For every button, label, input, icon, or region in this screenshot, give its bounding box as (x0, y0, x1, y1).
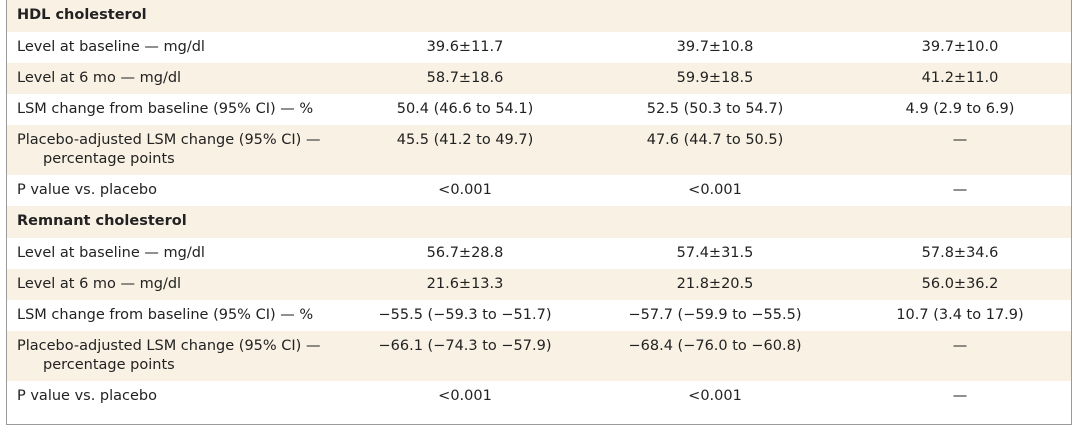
cell-value: <0.001 (688, 388, 742, 404)
row-label: LSM change from baseline (95% CI) — % (17, 101, 314, 117)
cell-value: 39.7±10.0 (921, 39, 999, 55)
cell-value: — (952, 132, 968, 148)
cell-value: 45.5 (41.2 to 49.7) (396, 132, 534, 148)
cell-value: 50.4 (46.6 to 54.1) (396, 101, 534, 117)
cell-value: 21.8±20.5 (676, 276, 754, 292)
table-row: Placebo-adjusted LSM change (95% CI) — pe… (7, 125, 1071, 175)
cell-value: 57.4±31.5 (676, 245, 754, 261)
section-row: Remnant cholesterol (7, 206, 1071, 238)
table-row: P value vs. placebo <0.001 <0.001 — (7, 381, 1071, 412)
cell-value: 10.7 (3.4 to 17.9) (896, 307, 1024, 323)
row-label: LSM change from baseline (95% CI) — % (17, 307, 314, 323)
table-row: Level at baseline — mg/dl 56.7±28.8 57.4±3… (7, 238, 1071, 269)
section-title: HDL cholesterol (17, 7, 147, 23)
results-table: HDL cholesterol Level at baseline — mg/dl… (6, 0, 1072, 425)
row-label: Placebo-adjusted LSM change (95% CI) — (17, 338, 321, 354)
row-label: Level at 6 mo — mg/dl (17, 70, 182, 86)
row-label: percentage points (43, 151, 175, 167)
cell-value: 58.7±18.6 (426, 70, 504, 86)
section-title: Remnant cholesterol (17, 213, 187, 229)
table-row: LSM change from baseline (95% CI) — % 50.… (7, 94, 1071, 125)
cell-value: 47.6 (44.7 to 50.5) (646, 132, 784, 148)
section-row: HDL cholesterol (7, 0, 1071, 32)
cell-value: −55.5 (−59.3 to −51.7) (378, 307, 552, 323)
cell-value: −66.1 (−74.3 to −57.9) (378, 338, 552, 354)
table-row: Level at 6 mo — mg/dl 21.6±13.3 21.8±20.5 5… (7, 269, 1071, 300)
cell-value: −57.7 (−59.9 to −55.5) (628, 307, 802, 323)
table-row: Level at 6 mo — mg/dl 58.7±18.6 59.9±18.5 4… (7, 63, 1071, 94)
table-row: Level at baseline — mg/dl 39.6±11.7 39.7±1… (7, 32, 1071, 63)
cell-value: 4.9 (2.9 to 6.9) (905, 101, 1015, 117)
cell-value: — (952, 182, 968, 198)
table-row: P value vs. placebo <0.001 <0.001 — (7, 175, 1071, 206)
row-label: Level at 6 mo — mg/dl (17, 276, 182, 292)
cell-value: <0.001 (688, 182, 742, 198)
cell-value: — (952, 338, 968, 354)
cell-value: — (952, 388, 968, 404)
cell-value: 56.7±28.8 (426, 245, 504, 261)
cell-value: <0.001 (438, 182, 492, 198)
cell-value: 57.8±34.6 (921, 245, 999, 261)
row-label: Placebo-adjusted LSM change (95% CI) — (17, 132, 321, 148)
row-label: percentage points (43, 357, 175, 373)
cell-value: 56.0±36.2 (921, 276, 999, 292)
cell-value: 52.5 (50.3 to 54.7) (646, 101, 784, 117)
table-row: Placebo-adjusted LSM change (95% CI) — pe… (7, 331, 1071, 381)
cell-value: <0.001 (438, 388, 492, 404)
row-label: P value vs. placebo (17, 182, 158, 198)
table-row: LSM change from baseline (95% CI) — % −55… (7, 300, 1071, 331)
cell-value: 59.9±18.5 (676, 70, 754, 86)
row-label: P value vs. placebo (17, 388, 158, 404)
cell-value: 39.7±10.8 (676, 39, 754, 55)
cell-value: 21.6±13.3 (426, 276, 504, 292)
cell-value: −68.4 (−76.0 to −60.8) (628, 338, 802, 354)
row-label: Level at baseline — mg/dl (17, 39, 205, 55)
row-label: Level at baseline — mg/dl (17, 245, 205, 261)
cell-value: 41.2±11.0 (921, 70, 999, 86)
cell-value: 39.6±11.7 (426, 39, 504, 55)
